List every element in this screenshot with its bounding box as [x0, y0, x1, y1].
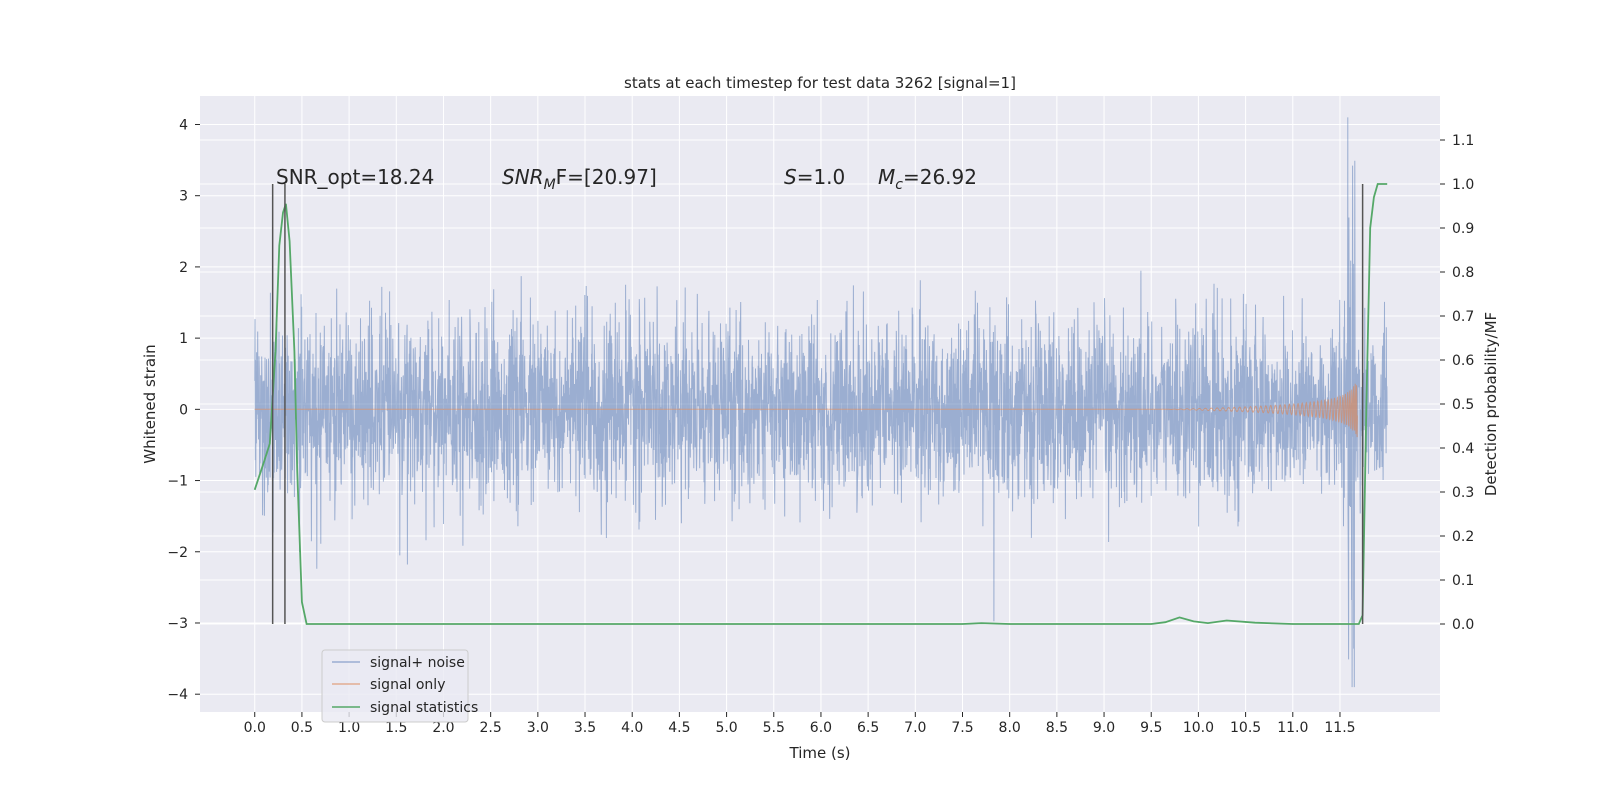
- x-tick-label: 2.0: [432, 720, 454, 736]
- x-tick-label: 5.0: [715, 720, 737, 736]
- x-tick-label: 5.5: [763, 720, 785, 736]
- y-right-tick-label: 0.2: [1452, 529, 1474, 545]
- annotation-snr-opt: SNR_opt=18.24: [276, 165, 434, 189]
- x-tick-label: 11.5: [1324, 720, 1355, 736]
- x-tick-label: 4.0: [621, 720, 643, 736]
- x-tick-label: 3.5: [574, 720, 596, 736]
- x-tick-label: 1.5: [385, 720, 407, 736]
- series-layer: [253, 117, 1388, 688]
- x-tick-label: 4.5: [668, 720, 690, 736]
- annotation-s-symbol: S: [784, 165, 797, 189]
- y-tick-label: 4: [179, 117, 188, 133]
- y-tick-label: −2: [167, 545, 188, 561]
- x-tick-label: 1.0: [338, 720, 360, 736]
- y-right-tick-label: 1.0: [1452, 177, 1474, 193]
- y-tick-label: −4: [167, 687, 188, 703]
- y-tick-label: 2: [179, 260, 188, 276]
- legend-label-signal-only: signal only: [370, 677, 445, 693]
- annotation-snr-mf-subscript: M: [544, 177, 556, 193]
- x-tick-label: 11.0: [1277, 720, 1308, 736]
- x-tick-label: 0.5: [291, 720, 313, 736]
- x-tick-label: 6.5: [857, 720, 879, 736]
- x-tick-label: 9.0: [1093, 720, 1115, 736]
- annotation-s: S=1.0: [784, 165, 845, 189]
- legend-box: [321, 649, 469, 723]
- chart-title: stats at each timestep for test data 326…: [624, 74, 1016, 92]
- x-tick-label: 8.0: [999, 720, 1021, 736]
- y-right-tick-label: 0.0: [1452, 617, 1474, 633]
- y-right-tick-label: 0.8: [1452, 265, 1474, 281]
- y-right-tick-label: 0.1: [1452, 573, 1474, 589]
- x-tick-label: 2.5: [480, 720, 502, 736]
- annotation-snr-mf: SNRMF=[20.97]: [502, 165, 657, 193]
- x-tick-label: 8.5: [1046, 720, 1068, 736]
- y-tick-label: 1: [179, 331, 188, 347]
- ticks: 0.0 0.5 1.0 1.5 2.0 2.5 3.0 3.5 4.0 4.5 5.0 5.5 6.0 6…: [167, 117, 1474, 736]
- annotation-mc-subscript: c: [895, 177, 903, 193]
- annotation-mc-value: =26.92: [903, 165, 977, 189]
- grid: [200, 96, 1440, 712]
- y-right-tick-label: 0.5: [1452, 397, 1474, 413]
- x-tick-label: 7.5: [951, 720, 973, 736]
- series-signal-statistics: [253, 183, 1388, 625]
- legend-label-signal-noise: signal+ noise: [370, 655, 465, 671]
- annotation-snr-mf-value: F=[20.97]: [556, 165, 657, 189]
- annotation-mc: Mc=26.92: [878, 165, 977, 193]
- y-right-tick-label: 0.4: [1452, 441, 1474, 457]
- x-tick-label: 0.0: [244, 720, 266, 736]
- y-tick-label: −3: [167, 616, 188, 632]
- x-tick-label: 3.0: [527, 720, 549, 736]
- series-signal-only: [254, 383, 1358, 438]
- x-tick-label: 9.5: [1140, 720, 1162, 736]
- y-axis-title: Whitened strain: [141, 344, 159, 463]
- x-tick-label: 7.0: [904, 720, 926, 736]
- annotations: SNR_opt=18.24 SNRMF=[20.97] S=1.0 Mc=26.…: [276, 165, 977, 193]
- y-tick-label: 3: [179, 189, 188, 205]
- y-right-tick-label: 1.1: [1452, 133, 1474, 149]
- series-signal-noise: [254, 117, 1388, 688]
- x-axis-title: Time (s): [789, 744, 851, 762]
- x-tick-label: 10.5: [1230, 720, 1261, 736]
- y-right-tick-label: 0.9: [1452, 221, 1474, 237]
- annotation-snr-mf-symbol: SNR: [502, 165, 544, 189]
- y-right-tick-label: 0.7: [1452, 309, 1474, 325]
- vertical-markers: [271, 184, 1364, 624]
- legend-label-signal-statistics: signal statistics: [370, 700, 478, 716]
- annotation-s-value: =1.0: [797, 165, 846, 189]
- y-tick-label: 0: [179, 402, 188, 418]
- y-axis-right-title: Detection probability/MF: [1482, 312, 1500, 496]
- y-right-tick-label: 0.3: [1452, 485, 1474, 501]
- y-right-tick-label: 0.6: [1452, 353, 1474, 369]
- x-tick-label: 6.0: [810, 720, 832, 736]
- annotation-mc-symbol: M: [878, 165, 895, 189]
- y-tick-label: −1: [167, 474, 188, 490]
- legend: signal+ noise signal only signal statist…: [321, 649, 478, 723]
- x-tick-label: 10.0: [1183, 720, 1214, 736]
